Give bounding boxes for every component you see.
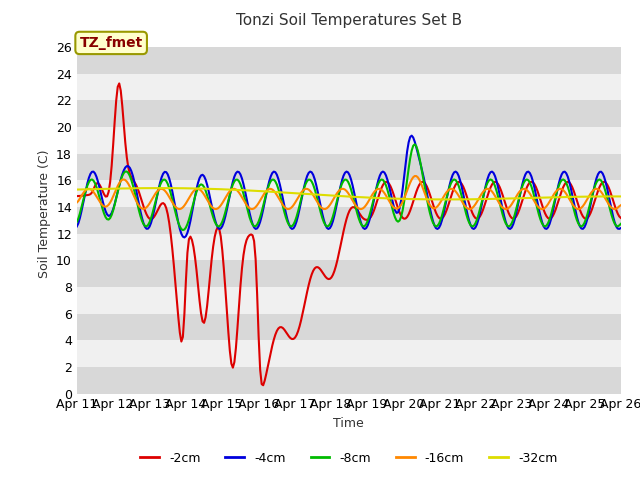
-2cm <box>589 202 597 207</box>
-16cm <box>589 187 597 193</box>
-16cm <box>140 206 147 212</box>
Line: -2cm: -2cm <box>77 84 621 385</box>
-32cm <box>255 188 262 194</box>
-2cm <box>237 283 244 288</box>
-32cm <box>443 197 451 203</box>
Title: Tonzi Soil Temperatures Set B: Tonzi Soil Temperatures Set B <box>236 13 462 28</box>
Bar <box>77 154 621 180</box>
X-axis label: Time: Time <box>333 417 364 430</box>
-2cm <box>266 357 273 362</box>
-2cm <box>314 264 321 270</box>
-16cm <box>253 203 261 208</box>
Bar <box>77 127 621 154</box>
Bar <box>77 287 621 313</box>
Line: -4cm: -4cm <box>77 136 621 238</box>
-8cm <box>140 221 147 227</box>
-8cm <box>312 192 320 197</box>
-16cm <box>235 190 243 195</box>
Bar <box>77 367 621 394</box>
-8cm <box>237 181 244 187</box>
-16cm <box>262 188 270 194</box>
-2cm <box>255 334 262 339</box>
-32cm <box>140 185 147 191</box>
Bar <box>77 260 621 287</box>
-4cm <box>589 187 597 193</box>
Text: TZ_fmet: TZ_fmet <box>79 36 143 50</box>
-8cm <box>255 218 262 224</box>
-2cm <box>73 193 81 199</box>
Line: -8cm: -8cm <box>77 144 621 230</box>
-8cm <box>411 142 419 147</box>
Bar <box>77 234 621 260</box>
-8cm <box>264 186 271 192</box>
-2cm <box>141 208 149 214</box>
-2cm <box>115 81 123 86</box>
-8cm <box>617 221 625 227</box>
Bar <box>77 180 621 207</box>
-32cm <box>237 187 244 193</box>
-16cm <box>575 206 582 212</box>
-4cm <box>255 223 262 229</box>
-2cm <box>259 383 267 388</box>
Bar <box>77 73 621 100</box>
-4cm <box>408 133 415 139</box>
Bar <box>77 340 621 367</box>
-4cm <box>617 225 625 231</box>
-32cm <box>156 185 164 191</box>
-32cm <box>73 187 81 192</box>
-16cm <box>617 203 625 208</box>
Bar <box>77 207 621 234</box>
-4cm <box>312 182 320 188</box>
Bar <box>77 47 621 73</box>
-4cm <box>140 220 147 226</box>
Bar <box>77 100 621 127</box>
Bar <box>77 313 621 340</box>
Line: -16cm: -16cm <box>77 176 621 209</box>
-32cm <box>617 193 625 199</box>
-32cm <box>312 192 320 197</box>
-16cm <box>73 200 81 205</box>
-32cm <box>264 189 271 194</box>
-32cm <box>589 193 597 199</box>
-4cm <box>264 185 271 191</box>
-4cm <box>237 171 244 177</box>
-16cm <box>311 195 319 201</box>
Y-axis label: Soil Temperature (C): Soil Temperature (C) <box>38 149 51 278</box>
-16cm <box>411 173 419 179</box>
Legend: -2cm, -4cm, -8cm, -16cm, -32cm: -2cm, -4cm, -8cm, -16cm, -32cm <box>135 447 563 469</box>
-4cm <box>73 224 81 229</box>
-2cm <box>617 215 625 221</box>
Line: -32cm: -32cm <box>77 188 621 200</box>
-8cm <box>179 227 187 233</box>
-8cm <box>73 219 81 225</box>
-4cm <box>180 235 188 240</box>
-8cm <box>589 188 597 193</box>
